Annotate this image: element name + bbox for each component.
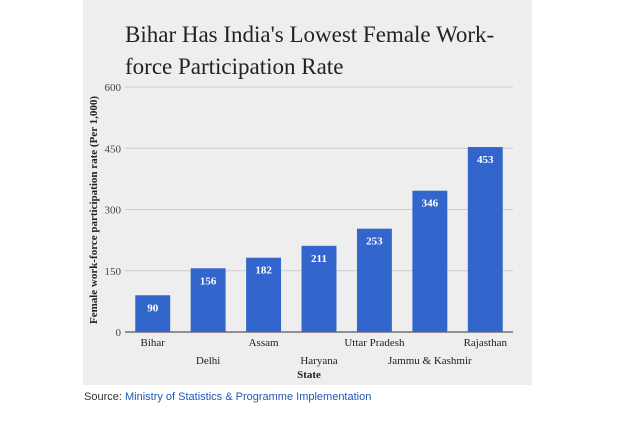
gridlines xyxy=(125,86,513,333)
category-label: Jammu & Kashmir xyxy=(388,355,472,367)
y-tick-label: 0 xyxy=(116,327,122,339)
bar[interactable] xyxy=(412,190,448,332)
y-axis-ticks: 0 150 300 450 600 xyxy=(105,82,122,339)
source-note: Source: Ministry of Statistics & Program… xyxy=(84,391,371,403)
bar[interactable] xyxy=(246,257,282,332)
data-label: 346 xyxy=(422,198,439,210)
data-label: 253 xyxy=(366,236,383,248)
chart-frame: Bihar Has India's Lowest Female Work- fo… xyxy=(83,0,532,385)
bar[interactable] xyxy=(467,147,503,332)
chart-title-line-2: force Participation Rate xyxy=(125,54,343,79)
y-tick-label: 450 xyxy=(105,143,122,155)
data-label: 211 xyxy=(311,253,327,265)
x-axis-title: State xyxy=(297,369,321,381)
category-label: Uttar Pradesh xyxy=(344,337,405,349)
chart-title-line-1: Bihar Has India's Lowest Female Work- xyxy=(125,22,494,47)
bar[interactable] xyxy=(135,295,171,332)
bar-chart: Bihar Has India's Lowest Female Work- fo… xyxy=(88,22,513,381)
y-tick-label: 150 xyxy=(105,266,122,278)
category-label: Haryana xyxy=(300,355,337,367)
y-tick-label: 300 xyxy=(105,205,122,217)
y-axis-title: Female work-force participation rate (Pe… xyxy=(88,96,100,324)
data-labels: 90 156 182 211 253 346 453 xyxy=(147,154,494,314)
category-label: Rajasthan xyxy=(464,337,508,349)
x-axis-categories: Bihar Delhi Assam Haryana Uttar Pradesh Jammu… xyxy=(140,337,507,367)
bar[interactable] xyxy=(356,228,392,332)
category-label: Delhi xyxy=(196,355,220,367)
category-label: Bihar xyxy=(140,337,165,349)
y-tick-label: 600 xyxy=(105,82,122,94)
data-label: 453 xyxy=(477,154,494,166)
data-label: 90 xyxy=(147,302,159,314)
category-label: Assam xyxy=(249,337,279,349)
data-label: 156 xyxy=(200,275,217,287)
data-label: 182 xyxy=(255,265,272,277)
bars xyxy=(135,147,503,332)
bar[interactable] xyxy=(301,245,337,332)
source-prefix: Source: xyxy=(84,391,122,403)
source-link[interactable]: Ministry of Statistics & Programme Imple… xyxy=(124,391,372,403)
bar[interactable] xyxy=(190,268,226,332)
